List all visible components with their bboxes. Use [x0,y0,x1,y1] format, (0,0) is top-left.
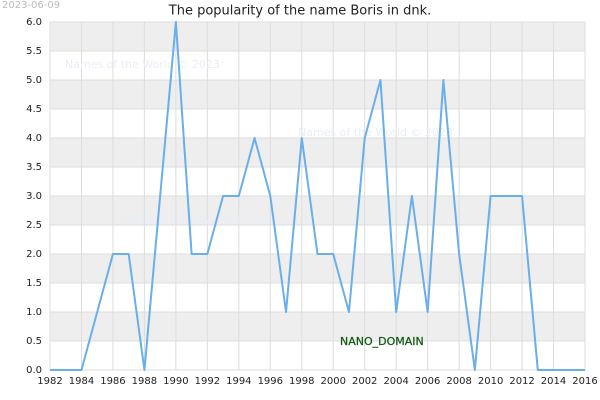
x-tick-label: 2000 [321,376,346,387]
y-tick-label: 0.5 [26,336,42,347]
x-tick-label: 1998 [289,376,314,387]
x-tick-label: 2004 [383,376,408,387]
watermark: Names of the World © 2023 [65,58,220,71]
x-tick-label: 1992 [195,376,220,387]
y-tick-label: 2.5 [26,220,42,231]
y-tick-label: 1.5 [26,278,42,289]
date-stamp: 2023-06-09 [2,0,60,11]
domain-stamp: NANO_DOMAIN [340,335,424,348]
watermark: Names of the World © 2023 [298,126,453,139]
x-tick-label: 2014 [541,376,566,387]
band [50,22,585,51]
y-tick-label: 2.0 [26,249,42,260]
x-tick-label: 1982 [37,376,62,387]
y-tick-label: 5.5 [26,46,42,57]
band [50,196,585,225]
x-tick-label: 1988 [132,376,157,387]
x-tick-label: 2002 [352,376,377,387]
x-tick-label: 1986 [100,376,125,387]
y-tick-label: 4.0 [26,133,42,144]
y-tick-label: 3.0 [26,191,42,202]
y-tick-label: 1.0 [26,307,42,318]
plot-background [50,22,585,341]
watermark: Names of the World © 2023 [122,213,277,226]
line [50,21,585,371]
y-tick-label: 4.5 [26,104,42,115]
x-tick-label: 1984 [69,376,94,387]
x-tick-label: 1996 [258,376,283,387]
x-tick-label: 2006 [415,376,440,387]
x-tick-label: 2010 [478,376,503,387]
band [50,80,585,109]
y-tick-label: 3.5 [26,162,42,173]
y-tick-label: 5.0 [26,75,42,86]
x-tick-label: 2012 [509,376,534,387]
band [50,138,585,167]
x-tick-label: 1990 [163,376,188,387]
y-tick-label: 0.0 [26,365,42,376]
band [50,254,585,283]
x-tick-label: 2008 [446,376,471,387]
band [50,312,585,341]
y-tick-label: 6.0 [26,17,42,28]
x-tick-label: 2016 [572,376,597,387]
chart-title: The popularity of the name Boris in dnk. [168,4,431,19]
x-tick-label: 1994 [226,376,251,387]
